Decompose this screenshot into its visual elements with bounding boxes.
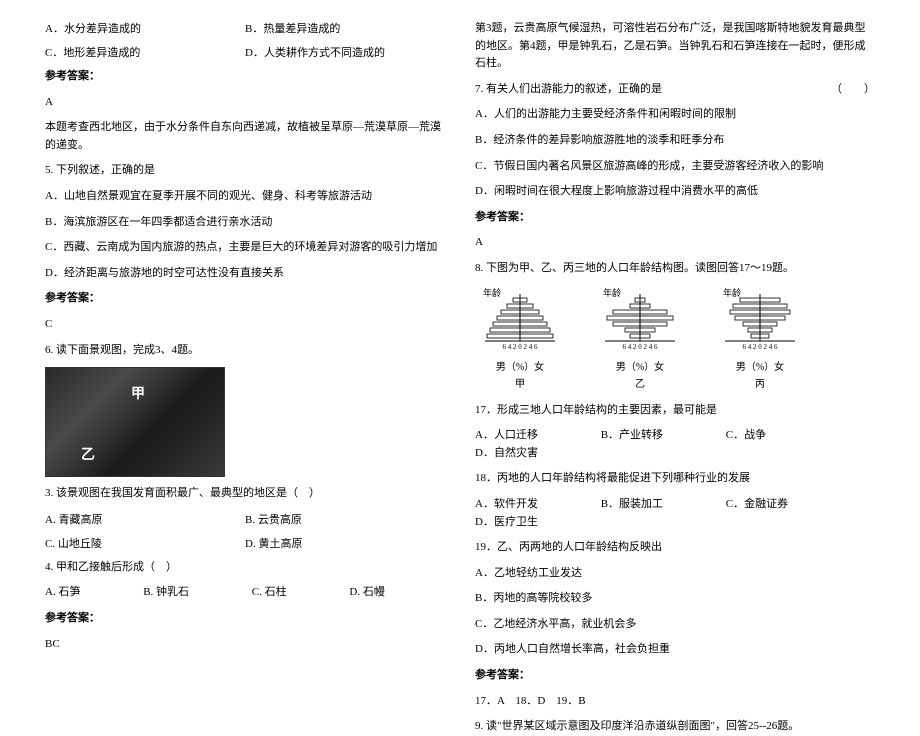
q17-stem: 17．形成三地人口年龄结构的主要因素，最可能是 xyxy=(475,402,875,420)
right-column: 第3题，云贵高原气候湿热，可溶性岩石分布广泛，是我国喀斯特地貌发育最典型的地区。… xyxy=(460,20,890,631)
option-c: C．地形差异造成的 xyxy=(45,44,245,60)
q7-opt-a: A．人们的出游能力主要受经济条件和闲暇时间的限制 xyxy=(475,106,875,124)
svg-text:6 4 2 0 2 4 6: 6 4 2 0 2 4 6 xyxy=(623,343,659,351)
pyramid-jia-chart: 年龄 6 4 2 0 2 4 6 xyxy=(475,286,565,356)
svg-text:年龄: 年龄 xyxy=(723,287,741,298)
q18-stem: 18．丙地的人口年龄结构将最能促进下列哪种行业的发展 xyxy=(475,470,875,488)
q7-opt-d: D．闲暇时间在很大程度上影响旅游过程中消费水平的高低 xyxy=(475,183,875,201)
left-column: A．水分差异造成的 B．热量差异造成的 C．地形差异造成的 D．人类耕作方式不同… xyxy=(30,20,460,631)
q5-opt-b: B．海滨旅游区在一年四季都适合进行亲水活动 xyxy=(45,214,445,232)
q9-stem: 9. 读"世界某区域示意图及印度洋沿赤道纵剖面图"，回答25--26题。 xyxy=(475,718,875,736)
q17-answer: 17．A 18．D 19．B xyxy=(475,693,875,711)
q19-stem: 19．乙、丙两地的人口年龄结构反映出 xyxy=(475,539,875,557)
q6-stem: 6. 读下面景观图，完成3、4题。 xyxy=(45,342,445,360)
population-pyramids: 年龄 6 4 2 0 2 4 6 男（%）女 甲 年龄 xyxy=(475,286,875,390)
q7-paren: （ ） xyxy=(831,81,875,99)
q34-answer: BC xyxy=(45,636,445,654)
q17-opt-d: D．自然灾害 xyxy=(475,445,538,463)
cave-image: 甲 乙 xyxy=(45,367,225,477)
cave-label-yi: 乙 xyxy=(81,444,95,464)
q7-answer: A xyxy=(475,234,875,252)
q4-opt-b: B. 钟乳石 xyxy=(143,584,189,602)
cave-label-jia: 甲 xyxy=(131,383,145,403)
q5-opt-a: A．山地自然景观宜在夏季开展不同的观光、健身、科考等旅游活动 xyxy=(45,188,445,206)
pyramid-jia: 年龄 6 4 2 0 2 4 6 男（%）女 甲 xyxy=(475,286,565,390)
q18-opt-c: C．金融证券 xyxy=(726,496,788,514)
q5-stem: 5. 下列叙述，正确的是 xyxy=(45,162,445,180)
q19-opt-c: C．乙地经济水平高，就业机会多 xyxy=(475,616,875,634)
svg-text:6 4 2 0 2 4 6: 6 4 2 0 2 4 6 xyxy=(743,343,779,351)
q3-opt-d: D. 黄土高原 xyxy=(245,535,445,551)
q19-opt-d: D．丙地人口自然增长率高，社会负担重 xyxy=(475,641,875,659)
q4-options: A. 石笋 B. 钟乳石 C. 石柱 D. 石幔 xyxy=(45,584,445,602)
q3-row2: C. 山地丘陵 D. 黄土高原 xyxy=(45,535,445,551)
q5-opt-c: C．西藏、云南成为国内旅游的热点，主要是巨大的环境差异对游客的吸引力增加 xyxy=(45,239,445,257)
q-options-row2: C．地形差异造成的 D．人类耕作方式不同造成的 xyxy=(45,44,445,60)
option-b: B．热量差异造成的 xyxy=(245,20,445,36)
q17-opt-b: B．产业转移 xyxy=(601,427,663,445)
q3-opt-a: A. 青藏高原 xyxy=(45,511,245,527)
svg-text:6 4 2 0 2 4 6: 6 4 2 0 2 4 6 xyxy=(503,343,539,351)
q7-text: 7. 有关人们出游能力的叙述，正确的是 xyxy=(475,83,662,95)
age-label: 年龄 xyxy=(483,287,501,298)
pyramid-bing-mf: 男（%）女 xyxy=(715,358,805,373)
q5-answer-label: 参考答案： xyxy=(45,290,445,308)
q7-stem: 7. 有关人们出游能力的叙述，正确的是 （ ） xyxy=(475,81,875,99)
q18-options: A．软件开发 B．服装加工 C．金融证券 D．医疗卫生 xyxy=(475,496,875,531)
q17-opt-a: A．人口迁移 xyxy=(475,427,538,445)
q19-opt-b: B．丙地的高等院校较多 xyxy=(475,590,875,608)
explanation-2: 第3题，云贵高原气候湿热，可溶性岩石分布广泛，是我国喀斯特地貌发育最典型的地区。… xyxy=(475,20,875,73)
q3-opt-b: B. 云贵高原 xyxy=(245,511,445,527)
pyramid-yi-name: 乙 xyxy=(595,375,685,390)
q-options-row1: A．水分差异造成的 B．热量差异造成的 xyxy=(45,20,445,36)
q3-row1: A. 青藏高原 B. 云贵高原 xyxy=(45,511,445,527)
pyramid-bing: 年龄 6 4 2 0 2 4 6 男（%）女 丙 xyxy=(715,286,805,390)
q34-answer-label: 参考答案： xyxy=(45,610,445,628)
option-a: A．水分差异造成的 xyxy=(45,20,245,36)
q7-opt-c: C．节假日国内著名风景区旅游高峰的形成，主要受游客经济收入的影响 xyxy=(475,158,875,176)
q17-options: A．人口迁移 B．产业转移 C．战争 D．自然灾害 xyxy=(475,427,875,462)
q17-answer-label: 参考答案： xyxy=(475,667,875,685)
q4-opt-c: C. 石柱 xyxy=(252,584,287,602)
answer-value: A xyxy=(45,94,445,112)
q4-opt-d: D. 石幔 xyxy=(349,584,384,602)
q3-stem: 3. 该景观图在我国发育面积最广、最典型的地区是（ ） xyxy=(45,485,445,503)
q18-opt-a: A．软件开发 xyxy=(475,496,538,514)
pyramid-jia-name: 甲 xyxy=(475,375,565,390)
q4-stem: 4. 甲和乙接触后形成（ ） xyxy=(45,559,445,577)
q7-answer-label: 参考答案： xyxy=(475,209,875,227)
pyramid-yi: 年龄 6 4 2 0 2 4 6 男（%）女 乙 xyxy=(595,286,685,390)
option-d: D．人类耕作方式不同造成的 xyxy=(245,44,445,60)
q5-opt-d: D．经济距离与旅游地的时空可达性没有直接关系 xyxy=(45,265,445,283)
svg-text:年龄: 年龄 xyxy=(603,287,621,298)
q18-opt-b: B．服装加工 xyxy=(601,496,663,514)
q19-opt-a: A．乙地轻纺工业发达 xyxy=(475,565,875,583)
q3-opt-c: C. 山地丘陵 xyxy=(45,535,245,551)
q18-opt-d: D．医疗卫生 xyxy=(475,514,538,532)
q8-stem: 8. 下图为甲、乙、丙三地的人口年龄结构图。读图回答17～19题。 xyxy=(475,260,875,278)
q7-opt-b: B．经济条件的差异影响旅游胜地的淡季和旺季分布 xyxy=(475,132,875,150)
pyramid-bing-name: 丙 xyxy=(715,375,805,390)
explanation: 本题考查西北地区，由于水分条件自东向西递减，故植被呈草原—荒漠草原—荒漠的递变。 xyxy=(45,119,445,154)
pyramid-jia-mf: 男（%）女 xyxy=(475,358,565,373)
q5-answer: C xyxy=(45,316,445,334)
pyramid-yi-chart: 年龄 6 4 2 0 2 4 6 xyxy=(595,286,685,356)
q4-opt-a: A. 石笋 xyxy=(45,584,80,602)
answer-label: 参考答案： xyxy=(45,68,445,86)
pyramid-bing-chart: 年龄 6 4 2 0 2 4 6 xyxy=(715,286,805,356)
pyramid-yi-mf: 男（%）女 xyxy=(595,358,685,373)
q17-opt-c: C．战争 xyxy=(726,427,766,445)
